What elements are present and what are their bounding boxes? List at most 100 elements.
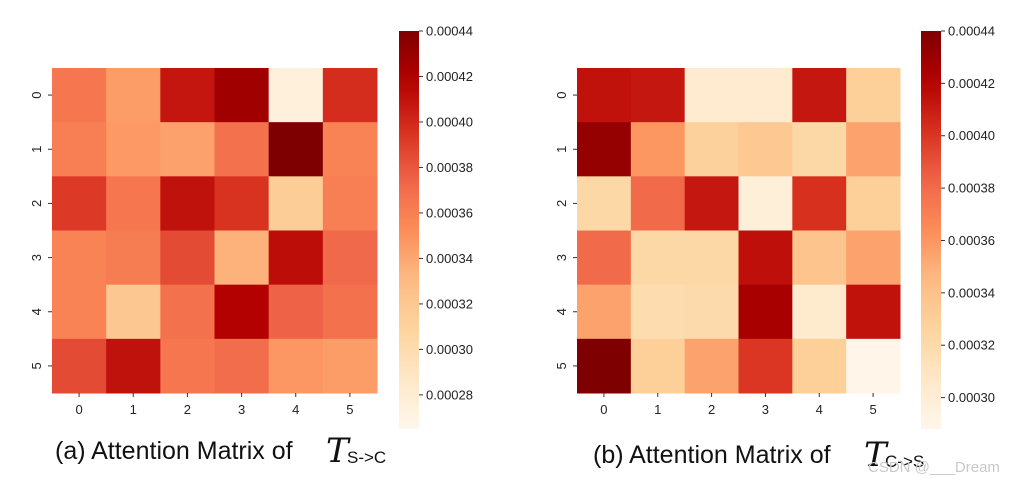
heatmap-b-cell-r5-c5 — [846, 338, 901, 394]
heatmap-b-cell-r0-c3 — [738, 68, 793, 123]
heatmap-b-x-tick-2: 2 — [708, 402, 715, 417]
heatmap-a-y-tick-3: 3 — [29, 254, 44, 261]
heatmap-b-y-tick-1: 1 — [554, 146, 569, 153]
heatmap-a-cell-r2-c3 — [214, 176, 270, 231]
heatmap-a-cell-r3-c2 — [160, 230, 215, 286]
heatmap-a-cell-r2-c1 — [106, 176, 161, 231]
colorbar-a-tick-6: 0.00040 — [426, 114, 473, 129]
heatmap-b-y-tick-2: 2 — [554, 200, 569, 207]
heatmap-a-cell-r5-c0 — [52, 338, 107, 394]
heatmap-a-cell-r0-c0 — [52, 68, 107, 123]
heatmap-b-cell-r3-c3 — [738, 230, 793, 286]
heatmap-a-x-tick-3: 3 — [238, 402, 245, 417]
heatmap-a-x-tick-4: 4 — [292, 402, 299, 417]
heatmap-b-cell-r2-c1 — [630, 176, 686, 231]
heatmap-b-cell-r5-c4 — [792, 338, 847, 394]
colorbar-a-tick-4: 0.00036 — [426, 205, 473, 220]
colorbar-a-tick-8: 0.00044 — [426, 24, 473, 39]
heatmap-a-y-tick-4: 4 — [29, 308, 44, 315]
heatmap-a-x-tick-1: 1 — [130, 402, 137, 417]
heatmap-a-cell-r5-c5 — [322, 338, 378, 394]
caption-a-subscript: S->C — [347, 448, 386, 467]
heatmap-b-y-tick-3: 3 — [554, 254, 569, 261]
colorbar-b: 0.00030 0.00032 0.00034 0.00036 0.00038 0.000… — [921, 24, 995, 429]
heatmap-a-x-tick-0: 0 — [75, 402, 82, 417]
heatmap-a-y-tick-1: 1 — [29, 146, 44, 153]
heatmap-b-cell-r3-c0 — [577, 230, 632, 286]
heatmap-a-cell-r3-c1 — [106, 230, 161, 286]
heatmap-a-cells — [52, 68, 378, 394]
heatmap-b-cell-r5-c0 — [577, 338, 632, 394]
colorbar-b-tick-3: 0.00036 — [948, 233, 995, 248]
colorbar-b-tick-5: 0.00040 — [948, 128, 995, 143]
caption-b-text: (b) Attention Matrix of — [593, 441, 831, 469]
heatmap-a-cell-r5-c4 — [268, 338, 324, 394]
heatmap-b-cell-r1-c2 — [684, 122, 739, 177]
colorbar-a-tick-5: 0.00038 — [426, 160, 473, 175]
heatmap-b-cell-r1-c3 — [738, 122, 793, 177]
heatmap-b-y-tick-0: 0 — [554, 91, 569, 98]
colorbar-a-tick-3: 0.00034 — [426, 251, 473, 266]
heatmap-a-cell-r3-c3 — [214, 230, 270, 286]
heatmap-b-cell-r5-c2 — [684, 338, 739, 394]
watermark-text: CSDN @___Dream — [868, 459, 1000, 476]
heatmap-b-cell-r4-c0 — [577, 284, 632, 340]
heatmap-b-cell-r4-c2 — [684, 284, 739, 340]
heatmap-a-cell-r1-c2 — [160, 122, 215, 177]
heatmap-a-cell-r1-c3 — [214, 122, 270, 177]
heatmap-a-cell-r0-c3 — [214, 68, 270, 123]
colorbar-b-tick-6: 0.00042 — [948, 76, 995, 91]
heatmap-a-cell-r2-c0 — [52, 176, 107, 231]
heatmap-b-cell-r4-c4 — [792, 284, 847, 340]
colorbar-b-tick-0: 0.00030 — [948, 390, 995, 405]
colorbar-b-tick-1: 0.00032 — [948, 338, 995, 353]
heatmap-a-cell-r0-c4 — [268, 68, 324, 123]
heatmap-b-y-tick-5: 5 — [554, 362, 569, 369]
heatmap-b-x-tick-3: 3 — [762, 402, 769, 417]
heatmap-a-cell-r4-c2 — [160, 284, 215, 340]
heatmap-a-cell-r1-c1 — [106, 122, 161, 177]
caption-b-subscript: C->S — [885, 452, 924, 471]
heatmap-a-y-ticks: 0 1 2 3 4 5 — [29, 91, 52, 370]
heatmap-a-cell-r3-c5 — [322, 230, 378, 286]
heatmap-b-cell-r2-c2 — [684, 176, 739, 231]
heatmap-b-cell-r1-c5 — [846, 122, 901, 177]
heatmap-b-cell-r3-c4 — [792, 230, 847, 286]
heatmap-a-cell-r3-c0 — [52, 230, 107, 286]
heatmap-a-cell-r2-c4 — [268, 176, 324, 231]
colorbar-a-tick-2: 0.00032 — [426, 296, 473, 311]
heatmap-a-cell-r5-c1 — [106, 338, 161, 394]
heatmap-a-cell-r4-c1 — [106, 284, 161, 340]
caption-b-symbol: T — [864, 435, 889, 475]
heatmap-a-cell-r4-c4 — [268, 284, 324, 340]
heatmap-b-cell-r3-c2 — [684, 230, 739, 286]
heatmap-a-cell-r4-c0 — [52, 284, 107, 340]
heatmap-b-cell-r4-c5 — [846, 284, 901, 340]
heatmap-b-cell-r0-c5 — [846, 68, 901, 123]
heatmap-b-cell-r0-c1 — [630, 68, 686, 123]
heatmap-a-cell-r1-c4 — [268, 122, 324, 177]
heatmap-a-x-tick-2: 2 — [184, 402, 191, 417]
heatmap-b-y-ticks: 0 1 2 3 4 5 — [554, 91, 577, 370]
heatmap-b-cell-r5-c3 — [738, 338, 793, 394]
heatmap-b-x-tick-1: 1 — [654, 402, 661, 417]
caption-a-symbol: T — [326, 431, 351, 471]
heatmap-b-cell-r3-c1 — [630, 230, 686, 286]
heatmap-a-x-tick-5: 5 — [346, 402, 353, 417]
heatmap-a-cell-r4-c5 — [322, 284, 378, 340]
heatmap-a-cell-r2-c2 — [160, 176, 215, 231]
heatmap-a-cell-r0-c5 — [322, 68, 378, 123]
heatmap-b-cell-r1-c1 — [630, 122, 686, 177]
colorbar-b-tick-7: 0.00044 — [948, 24, 995, 39]
heatmap-b-cells — [577, 68, 901, 394]
heatmap-b-cell-r3-c5 — [846, 230, 901, 286]
colorbar-b-tick-2: 0.00034 — [948, 285, 995, 300]
colorbar-a-tick-1: 0.00030 — [426, 342, 473, 357]
heatmap-b-x-ticks: 0 1 2 3 4 5 — [600, 393, 877, 417]
heatmap-b-cell-r2-c4 — [792, 176, 847, 231]
heatmap-b-cell-r0-c2 — [684, 68, 739, 123]
heatmap-b-cell-r1-c0 — [577, 122, 632, 177]
